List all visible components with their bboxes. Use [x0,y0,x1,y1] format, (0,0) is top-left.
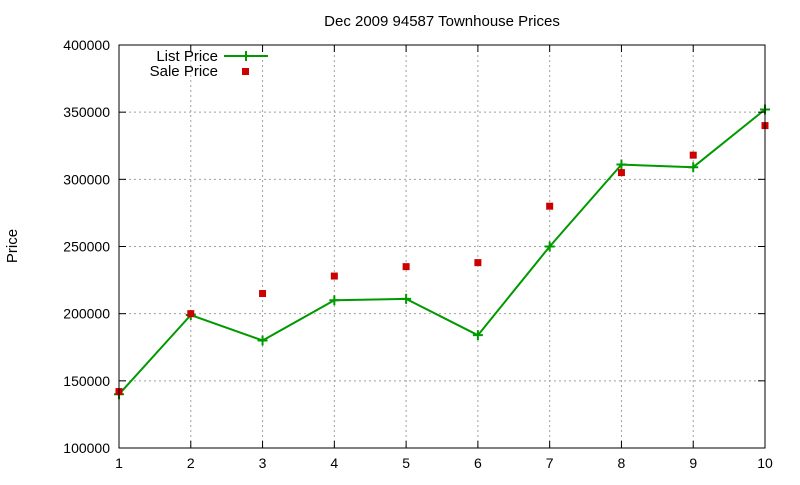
x-tick-label: 4 [330,455,338,471]
sale-price-point [330,272,338,280]
x-tick-label: 5 [402,455,410,471]
y-axis-label: Price [4,229,21,263]
legend-label-list-price: List Price [156,48,218,65]
x-tick-label: 10 [757,455,773,471]
legend-marker-sale-price [242,68,249,75]
legend-label-sale-price: Sale Price [150,63,218,80]
y-tick-label: 200000 [63,306,110,322]
x-tick-label: 3 [259,455,267,471]
list-price-point [616,159,627,170]
list-price-point [329,295,340,306]
chart-title: Dec 2009 94587 Townhouse Prices [324,13,560,30]
sale-price-point [689,151,697,159]
y-tick-label: 350000 [63,104,110,120]
y-tick-label: 250000 [63,239,110,255]
list-price-point [401,293,412,304]
list-price-point [257,335,268,346]
x-tick-label: 6 [474,455,482,471]
sale-price-point [259,290,267,298]
sale-price-point [474,259,482,267]
sale-price-point [617,169,625,177]
sale-price-point [187,310,195,318]
x-tick-label: 2 [187,455,195,471]
list-price-point [472,330,483,341]
x-tick-label: 7 [546,455,554,471]
legend-marker-list-price [241,51,251,61]
legend: List Price Sale Price [150,48,268,80]
y-tick-label: 400000 [63,37,110,53]
grid-layer [119,45,765,448]
x-tick-label: 8 [618,455,626,471]
sale-price-point [546,202,554,210]
y-tick-label: 100000 [63,440,110,456]
y-tick-label: 300000 [63,171,110,187]
sale-price-point [402,263,410,271]
x-tick-label: 1 [115,455,123,471]
list-price-point [544,241,555,252]
series-line-list-price [118,108,766,395]
ticks-layer: 100000 150000 200000 250000 300000 350000 4000… [63,37,773,471]
x-tick-label: 9 [689,455,697,471]
list-price-point [688,162,699,173]
y-tick-label: 150000 [63,373,110,389]
